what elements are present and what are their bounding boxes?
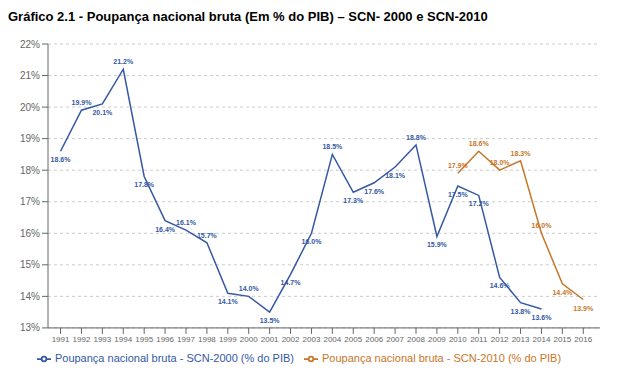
svg-text:1998: 1998 (198, 335, 216, 344)
svg-text:2016: 2016 (574, 335, 592, 344)
svg-text:14.1%: 14.1% (218, 298, 239, 305)
svg-text:18.6%: 18.6% (469, 140, 490, 147)
svg-text:15%: 15% (20, 259, 40, 270)
svg-text:13.5%: 13.5% (260, 317, 281, 324)
svg-text:1993: 1993 (93, 335, 111, 344)
svg-text:2015: 2015 (553, 335, 571, 344)
svg-text:2013: 2013 (512, 335, 530, 344)
svg-text:21.2%: 21.2% (113, 58, 134, 65)
svg-text:15.7%: 15.7% (197, 232, 218, 239)
svg-text:2012: 2012 (491, 335, 509, 344)
svg-text:2011: 2011 (470, 335, 488, 344)
svg-text:1991: 1991 (52, 335, 70, 344)
svg-text:16%: 16% (20, 228, 40, 239)
svg-text:17.9%: 17.9% (448, 162, 469, 169)
svg-text:20%: 20% (20, 102, 40, 113)
svg-text:2008: 2008 (407, 335, 425, 344)
svg-text:2003: 2003 (303, 335, 321, 344)
svg-text:17.6%: 17.6% (364, 188, 385, 195)
svg-text:17.2%: 17.2% (469, 200, 490, 207)
svg-text:16.1%: 16.1% (176, 219, 197, 226)
svg-text:13.8%: 13.8% (511, 308, 532, 315)
svg-text:14.7%: 14.7% (281, 279, 302, 286)
svg-text:16.0%: 16.0% (302, 238, 323, 245)
svg-text:2014: 2014 (533, 335, 551, 344)
svg-text:19.9%: 19.9% (72, 99, 93, 106)
svg-text:18.8%: 18.8% (406, 134, 427, 141)
svg-text:22%: 22% (20, 39, 40, 50)
svg-text:16.0%: 16.0% (532, 222, 553, 229)
svg-text:2005: 2005 (344, 335, 362, 344)
svg-text:2001: 2001 (261, 335, 279, 344)
html-text:Gráfico 2.1 - Poupança naciona: Gráfico 2.1 - Poupança nacional bruta (E… (8, 9, 488, 24)
svg-text:2000: 2000 (240, 335, 258, 344)
svg-text:18%: 18% (20, 165, 40, 176)
svg-text:14.6%: 14.6% (490, 282, 511, 289)
html-text:Poupança nacional bruta - SCN-: Poupança nacional bruta - SCN-2010 (% do… (322, 351, 562, 364)
svg-text:1994: 1994 (114, 335, 132, 344)
svg-text:15.9%: 15.9% (427, 241, 448, 248)
svg-text:14.4%: 14.4% (552, 289, 573, 296)
svg-text:17.5%: 17.5% (448, 191, 469, 198)
svg-text:21%: 21% (20, 70, 40, 81)
svg-text:17.3%: 17.3% (343, 197, 364, 204)
svg-text:18.6%: 18.6% (51, 156, 72, 163)
svg-text:13.9%: 13.9% (573, 305, 594, 312)
svg-text:16.4%: 16.4% (155, 226, 176, 233)
svg-text:18.5%: 18.5% (322, 143, 343, 150)
svg-text:2009: 2009 (428, 335, 446, 344)
svg-text:20.1%: 20.1% (92, 109, 113, 116)
html-text:Poupança nacional bruta - SCN-: Poupança nacional bruta - SCN-2000 (% do… (54, 351, 294, 364)
svg-text:13.6%: 13.6% (532, 314, 553, 321)
svg-text:1997: 1997 (177, 335, 195, 344)
svg-text:1995: 1995 (135, 335, 153, 344)
svg-text:17%: 17% (20, 196, 40, 207)
svg-text:1996: 1996 (156, 335, 174, 344)
svg-text:14.0%: 14.0% (239, 285, 260, 292)
svg-text:17.8%: 17.8% (134, 181, 155, 188)
svg-text:1992: 1992 (73, 335, 91, 344)
svg-text:2010: 2010 (449, 335, 467, 344)
svg-text:18.1%: 18.1% (385, 172, 406, 179)
svg-text:14%: 14% (20, 291, 40, 302)
svg-text:18.3%: 18.3% (511, 150, 532, 157)
svg-text:2002: 2002 (282, 335, 300, 344)
svg-text:1999: 1999 (219, 335, 237, 344)
svg-text:2006: 2006 (365, 335, 383, 344)
svg-text:2007: 2007 (386, 335, 404, 344)
svg-text:2004: 2004 (323, 335, 341, 344)
svg-text:18.0%: 18.0% (490, 159, 511, 166)
svg-text:13%: 13% (20, 322, 40, 333)
svg-text:19%: 19% (20, 133, 40, 144)
